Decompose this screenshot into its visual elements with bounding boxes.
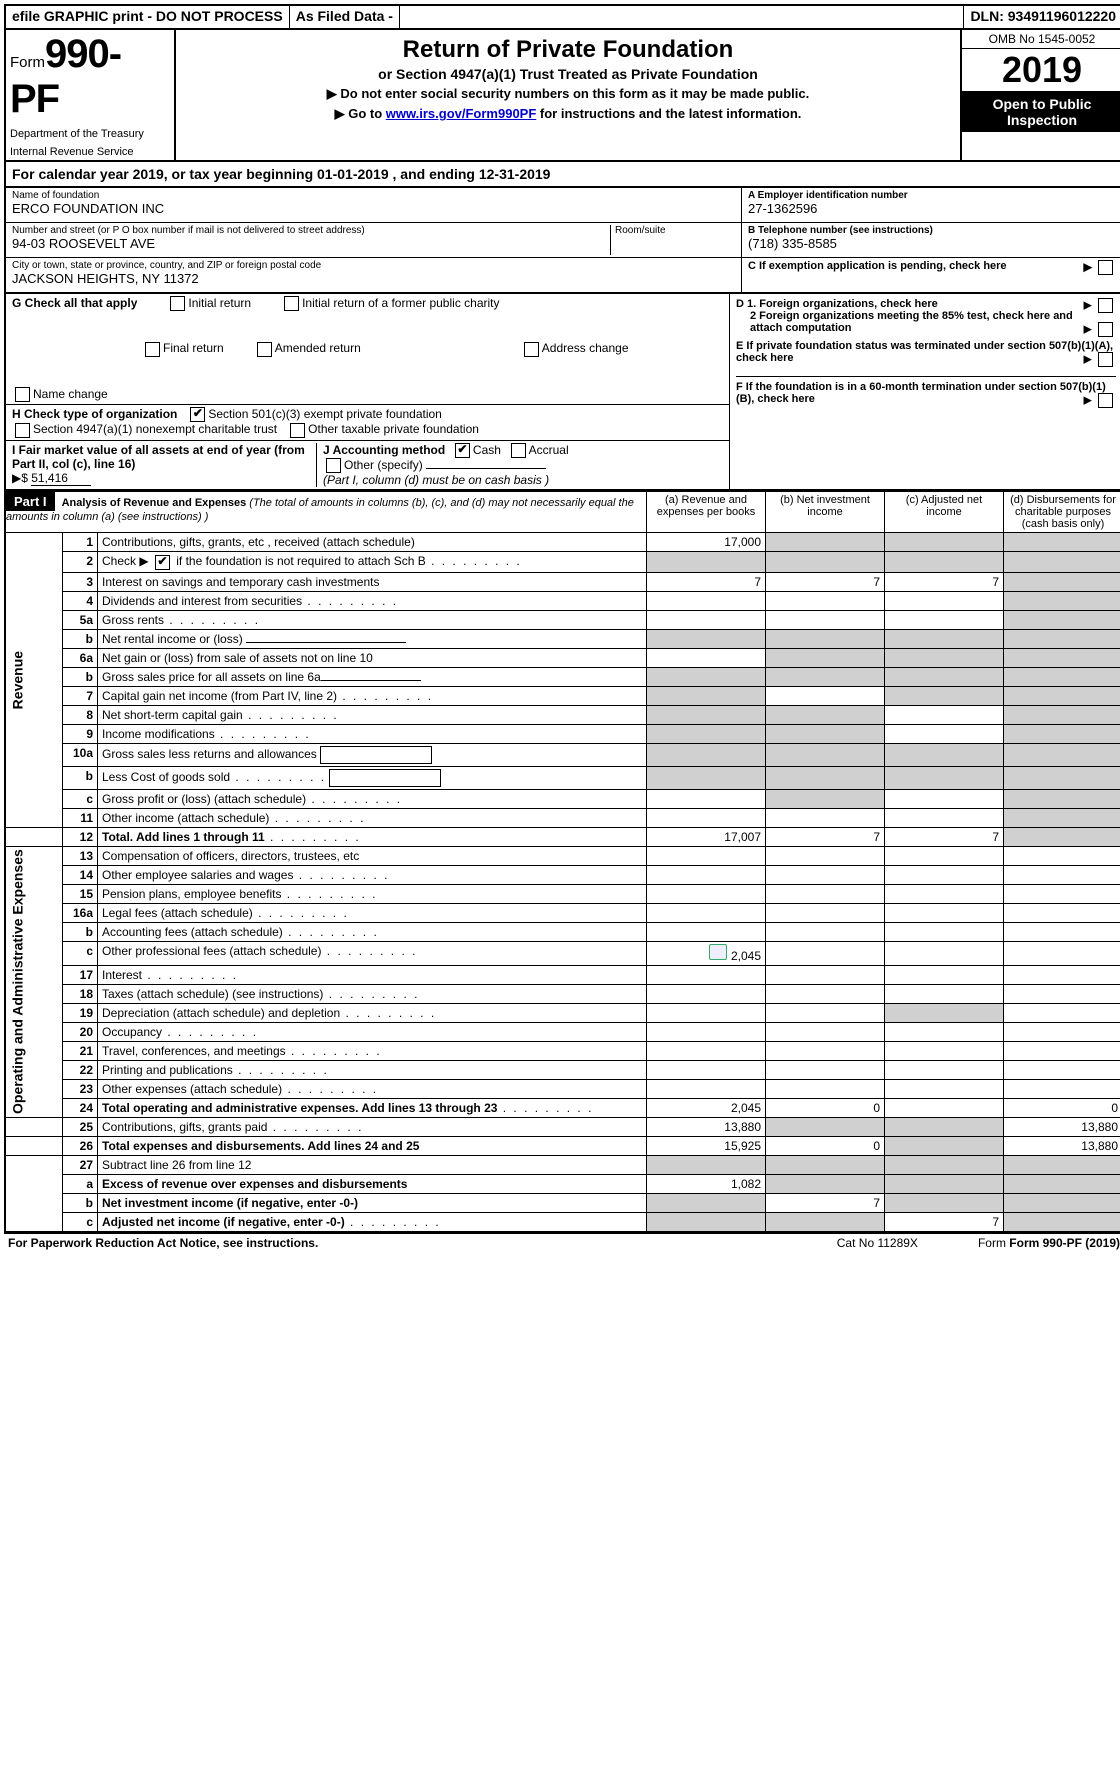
asfiled-label: As Filed Data - [290, 6, 400, 28]
form-title: Return of Private Foundation [184, 36, 952, 64]
checks-block: G Check all that apply Initial return In… [4, 294, 1120, 491]
chk-f[interactable] [1098, 393, 1113, 408]
part1-table: Part I Analysis of Revenue and Expenses … [4, 491, 1120, 1232]
expenses-label: Operating and Administrative Expenses [5, 846, 63, 1117]
chk-cash[interactable]: ✔ [455, 443, 470, 458]
chk-d2[interactable] [1098, 322, 1113, 337]
chk-accrual[interactable] [511, 443, 526, 458]
chk-501c3[interactable]: ✔ [190, 407, 205, 422]
chk-initial-former[interactable] [284, 296, 299, 311]
chk-address[interactable] [524, 342, 539, 357]
irs-link[interactable]: www.irs.gov/Form990PF [386, 106, 537, 121]
id-block: Name of foundation ERCO FOUNDATION INC N… [4, 188, 1120, 294]
top-bar: efile GRAPHIC print - DO NOT PROCESS As … [4, 4, 1120, 30]
title-box: Return of Private Foundation or Section … [176, 30, 960, 160]
topbar-spacer [400, 6, 964, 28]
chk-e[interactable] [1098, 352, 1113, 367]
form-header: Form990-PF Department of the Treasury In… [4, 30, 1120, 162]
right-box: OMB No 1545-0052 2019 Open to Public Ins… [960, 30, 1120, 160]
chk-name[interactable] [15, 387, 30, 402]
chk-4947[interactable] [15, 423, 30, 438]
revenue-label: Revenue [5, 533, 63, 827]
chk-final[interactable] [145, 342, 160, 357]
page-footer: For Paperwork Reduction Act Notice, see … [4, 1233, 1120, 1252]
calendar-year-line: For calendar year 2019, or tax year begi… [4, 162, 1120, 188]
chk-initial[interactable] [170, 296, 185, 311]
dln: DLN: 93491196012220 [964, 6, 1120, 28]
chk-othertax[interactable] [290, 423, 305, 438]
chk-schb[interactable]: ✔ [155, 555, 170, 570]
chk-amended[interactable] [257, 342, 272, 357]
attachment-icon[interactable] [709, 944, 727, 960]
efile-label: efile GRAPHIC print - DO NOT PROCESS [6, 6, 290, 28]
chk-d1[interactable] [1098, 298, 1113, 313]
chk-other[interactable] [326, 458, 341, 473]
checkbox-c[interactable] [1098, 260, 1113, 275]
form-label-box: Form990-PF Department of the Treasury In… [6, 30, 176, 160]
